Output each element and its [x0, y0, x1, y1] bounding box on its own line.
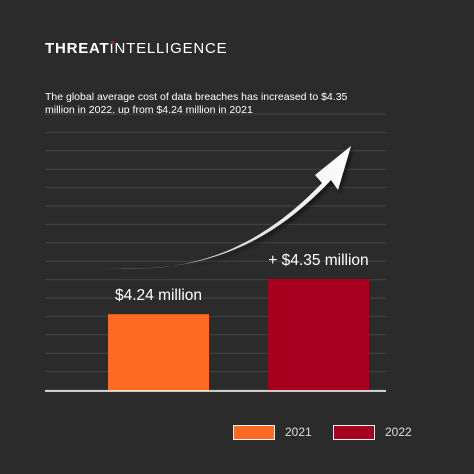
brand-word-intell: NTELL [114, 40, 166, 57]
brand-word-threat: THREAT [45, 40, 110, 57]
brand-logo: THREAT INTELLIGENCE [45, 40, 227, 57]
legend-label-2022: 2022 [385, 425, 412, 439]
brand-red-dot [110, 41, 114, 44]
grid-lines [45, 113, 386, 391]
data-label-2022: + $4.35 million [268, 252, 368, 269]
data-label-2021: $4.24 million [115, 287, 202, 304]
trend-arrow-icon [106, 146, 351, 269]
bars-group [108, 279, 369, 391]
data-labels: $4.24 million + $4.35 million [115, 252, 369, 304]
legend-item-2021: 2021 [233, 423, 312, 441]
legend-item-2022: 2022 [333, 423, 412, 441]
legend-swatch-2021 [233, 424, 275, 440]
bar-2022 [268, 279, 369, 391]
legend-label-2021: 2021 [285, 425, 312, 439]
brand-letter-i: I [109, 40, 115, 57]
chart-title: The global average cost of data breaches… [45, 91, 348, 116]
brand-word-gence: GENCE [170, 40, 228, 57]
bar-2021 [108, 314, 209, 391]
brand-letter-i-2: I [165, 40, 171, 57]
legend-swatch-2022 [333, 424, 375, 440]
